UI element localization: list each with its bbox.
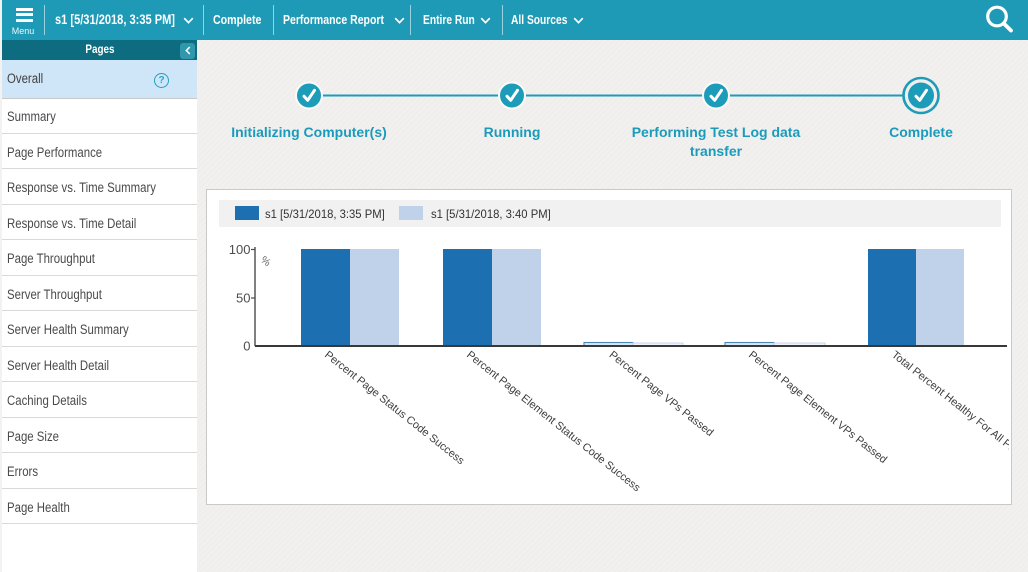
svg-text:%: %: [258, 254, 273, 269]
svg-text:100: 100: [229, 242, 251, 257]
svg-text:Percent Page Element VPs Passe: Percent Page Element VPs Passed: [746, 349, 889, 466]
svg-text:0: 0: [243, 339, 250, 354]
svg-text:Percent Page Status Code Succe: Percent Page Status Code Success: [322, 349, 467, 468]
svg-text:50: 50: [236, 291, 250, 306]
svg-text:Percent Page VPs Passed: Percent Page VPs Passed: [607, 349, 716, 439]
svg-text:Total Percent Healthy For All: Total Percent Healthy For All Pag: [889, 349, 1009, 459]
svg-text:Percent Page Element Status Co: Percent Page Element Status Code Success: [464, 349, 643, 495]
